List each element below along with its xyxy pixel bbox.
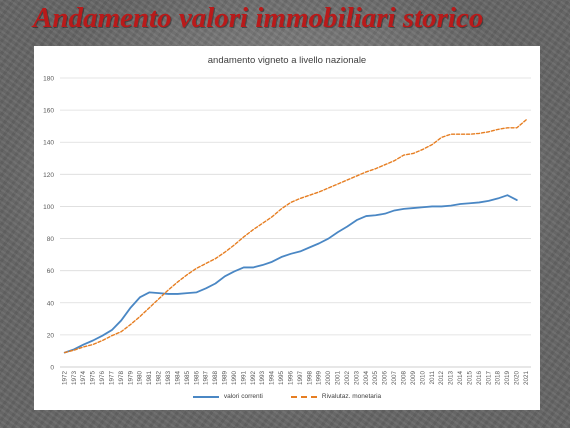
x-tick-label: 2007 <box>391 371 398 386</box>
x-tick-label: 2011 <box>429 371 436 385</box>
x-tick-label: 1985 <box>184 371 191 386</box>
x-tick-label: 2019 <box>504 371 511 386</box>
x-tick-label: 1997 <box>297 371 304 386</box>
slide-title: Andamento valori immobiliari storico <box>33 2 484 34</box>
x-tick-label: 2012 <box>438 371 445 386</box>
y-tick-label: 180 <box>43 76 54 83</box>
x-tick-label: 1982 <box>156 371 163 386</box>
chart-legend: valori correnti Rivalutaz. monetaria <box>34 393 540 400</box>
legend-label-rivalutaz-monetaria: Rivalutaz. monetaria <box>321 393 382 400</box>
series-line-rivalutaz-monetaria <box>64 119 527 354</box>
x-tick-label: 2021 <box>523 371 530 386</box>
x-tick-label: 1979 <box>127 371 134 386</box>
y-tick-label: 120 <box>43 172 54 179</box>
y-tick-label: 20 <box>47 332 55 339</box>
line-chart: 0 20 40 60 80 100 120 140 160 180 1972 1973 1974 1975… <box>43 76 531 386</box>
x-tick-label: 1990 <box>231 371 238 386</box>
x-tick-label: 2009 <box>410 371 417 386</box>
y-tick-label: 160 <box>43 108 54 115</box>
x-tick-label: 2004 <box>363 371 370 386</box>
chart-card: andamento vigneto a livello nazionale 0 2… <box>34 46 540 410</box>
x-tick-label: 2014 <box>457 371 464 386</box>
y-tick-label: 60 <box>47 268 55 275</box>
x-tick-label: 1975 <box>90 371 97 386</box>
y-tick-label: 100 <box>43 204 54 211</box>
legend-item-valori-correnti: valori correnti <box>192 393 263 400</box>
series-line-valori-correnti <box>63 194 518 354</box>
x-tick-label: 2017 <box>485 371 492 386</box>
x-tick-label: 2002 <box>344 371 351 386</box>
x-tick-label: 1991 <box>240 371 247 386</box>
x-tick-label: 1980 <box>137 371 144 386</box>
y-tick-label: 80 <box>47 236 55 243</box>
x-tick-label: 2006 <box>382 371 389 386</box>
x-tick-label: 2020 <box>514 371 521 386</box>
x-tick-label: 1984 <box>174 371 181 386</box>
legend-item-rivalutaz-monetaria: Rivalutaz. monetaria <box>290 393 382 400</box>
x-tick-label: 1989 <box>222 371 229 386</box>
x-tick-label: 1992 <box>250 371 257 386</box>
x-tick-label: 1998 <box>306 371 313 386</box>
legend-label-valori-correnti: valori correnti <box>223 393 263 400</box>
x-tick-label: 2018 <box>495 371 502 386</box>
x-tick-label: 2013 <box>448 371 455 386</box>
x-tick-label: 1981 <box>146 371 153 386</box>
x-tick-label: 1987 <box>203 371 210 386</box>
legend-swatch-dashed <box>290 395 317 398</box>
y-tick-label: 140 <box>43 140 54 147</box>
x-tick-label: 1988 <box>212 371 219 386</box>
x-tick-label: 1995 <box>278 371 285 386</box>
x-tick-label: 1976 <box>99 371 106 386</box>
chart-title: andamento vigneto a livello nazionale <box>207 55 367 66</box>
x-tick-label: 2000 <box>325 371 332 386</box>
x-tick-label: 1983 <box>165 371 172 386</box>
legend-swatch-solid <box>192 395 219 398</box>
x-tick-label: 1977 <box>108 371 115 386</box>
x-tick-label: 2003 <box>353 371 360 386</box>
x-tick-label: 1994 <box>269 371 276 386</box>
x-tick-label: 1978 <box>118 371 125 386</box>
x-tick-label: 1974 <box>80 371 87 386</box>
x-tick-label: 2005 <box>372 371 379 386</box>
x-tick-label: 1993 <box>259 371 266 386</box>
x-tick-label: 1999 <box>316 371 323 386</box>
x-tick-label: 2015 <box>466 371 473 386</box>
x-tick-label: 2010 <box>419 371 426 386</box>
y-tick-label: 0 <box>50 365 54 372</box>
x-tick-label: 1972 <box>61 371 68 386</box>
x-tick-label: 2016 <box>476 371 483 386</box>
x-tick-label: 1973 <box>71 371 78 386</box>
y-tick-label: 40 <box>47 300 55 307</box>
x-tick-label: 1986 <box>193 371 200 386</box>
x-tick-label: 1996 <box>287 371 294 386</box>
x-tick-label: 2001 <box>335 371 342 386</box>
x-tick-label: 2008 <box>401 371 408 386</box>
